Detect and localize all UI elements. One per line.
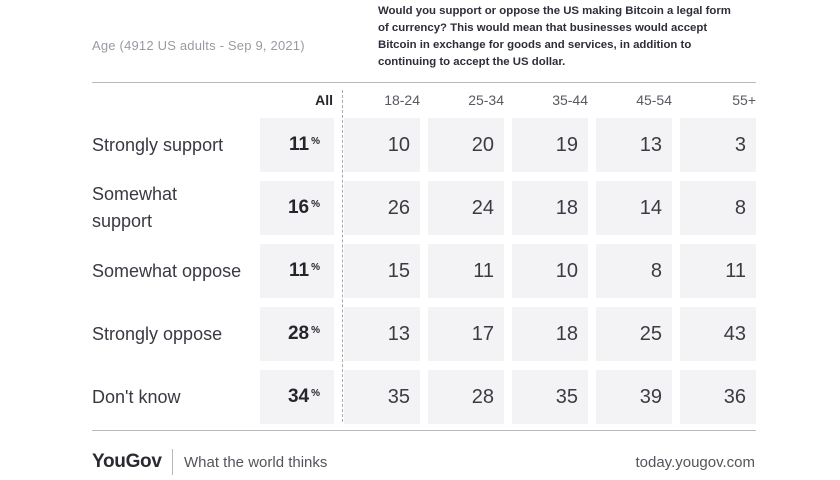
age-value: 10 — [387, 133, 410, 156]
age-value: 15 — [387, 259, 410, 282]
column-header-35-44: 35-44 — [552, 92, 588, 108]
age-value: 24 — [471, 196, 494, 219]
age-value-cell: 11 — [428, 244, 504, 298]
footer-tagline: What the world thinks — [184, 454, 328, 471]
age-value: 39 — [639, 385, 662, 408]
yougov-logo: YouGov — [92, 451, 162, 472]
survey-question: Would you support or oppose the US makin… — [378, 5, 731, 68]
row-label: Somewhat support — [92, 184, 178, 231]
age-value-cell: 13 — [596, 118, 672, 172]
percent-sign: % — [311, 262, 320, 273]
age-value-cell: 8 — [596, 244, 672, 298]
age-value: 13 — [639, 133, 662, 156]
percent-sign: % — [311, 136, 320, 147]
footer-separator — [172, 449, 173, 475]
age-value: 11 — [473, 259, 494, 282]
column-header-all: All — [315, 92, 333, 108]
age-value-cell: 10 — [512, 244, 588, 298]
percent-sign: % — [311, 325, 320, 336]
age-value-cell: 43 — [680, 307, 756, 361]
age-value-cell: 35 — [512, 370, 588, 424]
bottom-rule — [92, 430, 756, 431]
age-value: 17 — [471, 322, 494, 345]
row-label: Strongly oppose — [92, 323, 223, 344]
age-value-cell: 20 — [428, 118, 504, 172]
age-value-cell: 13 — [344, 307, 420, 361]
age-value: 18 — [555, 196, 578, 219]
age-value-cell: 25 — [596, 307, 672, 361]
all-value: 16 — [287, 197, 310, 218]
age-value-cell: 18 — [512, 307, 588, 361]
age-value: 43 — [723, 322, 746, 345]
column-header-45-54: 45-54 — [636, 92, 672, 108]
age-value: 25 — [639, 322, 662, 345]
age-value: 3 — [734, 133, 746, 156]
age-value-cell: 3 — [680, 118, 756, 172]
age-value-cell: 18 — [512, 181, 588, 235]
all-value: 28 — [287, 323, 310, 344]
column-header-55-: 55+ — [732, 92, 756, 108]
all-value-cell: 16% — [260, 181, 334, 235]
age-value-cell: 26 — [344, 181, 420, 235]
age-value: 26 — [387, 196, 410, 219]
age-value-cell: 11 — [680, 244, 756, 298]
all-value-cell: 28% — [260, 307, 334, 361]
all-column-divider — [342, 90, 343, 422]
age-value-cell: 35 — [344, 370, 420, 424]
row-label: Somewhat oppose — [92, 260, 242, 281]
age-value: 35 — [555, 385, 578, 408]
row-label: Don't know — [92, 386, 181, 407]
footer-url: today.yougov.com — [635, 454, 755, 471]
row-label: Strongly support — [92, 134, 224, 155]
age-value: 36 — [723, 385, 746, 408]
all-value: 11 — [289, 260, 310, 281]
age-value-cell: 15 — [344, 244, 420, 298]
age-value: 19 — [555, 133, 578, 156]
all-value-cell: 34% — [260, 370, 334, 424]
age-value: 35 — [387, 385, 410, 408]
top-rule — [92, 82, 756, 83]
all-value-cell: 11% — [260, 118, 334, 172]
age-value-cell: 8 — [680, 181, 756, 235]
age-value: 14 — [639, 196, 662, 219]
age-value-cell: 14 — [596, 181, 672, 235]
age-value-cell: 19 — [512, 118, 588, 172]
all-value-cell: 11% — [260, 244, 334, 298]
age-value-cell: 24 — [428, 181, 504, 235]
age-value: 18 — [555, 322, 578, 345]
age-value: 10 — [555, 259, 578, 282]
all-value: 34 — [287, 386, 310, 407]
percent-sign: % — [311, 388, 320, 399]
age-value: 8 — [650, 259, 662, 282]
percent-sign: % — [311, 199, 320, 210]
age-value-cell: 10 — [344, 118, 420, 172]
column-header-18-24: 18-24 — [384, 92, 420, 108]
age-value-cell: 39 — [596, 370, 672, 424]
all-value: 11 — [289, 134, 310, 155]
age-value-cell: 17 — [428, 307, 504, 361]
chart-subtitle: Age (4912 US adults - Sep 9, 2021) — [92, 38, 305, 53]
age-value: 8 — [734, 196, 746, 219]
age-value-cell: 36 — [680, 370, 756, 424]
age-value: 28 — [471, 385, 494, 408]
age-value: 11 — [725, 259, 746, 282]
age-value: 13 — [387, 322, 410, 345]
age-value-cell: 28 — [428, 370, 504, 424]
column-header-25-34: 25-34 — [468, 92, 504, 108]
age-value: 20 — [471, 133, 494, 156]
